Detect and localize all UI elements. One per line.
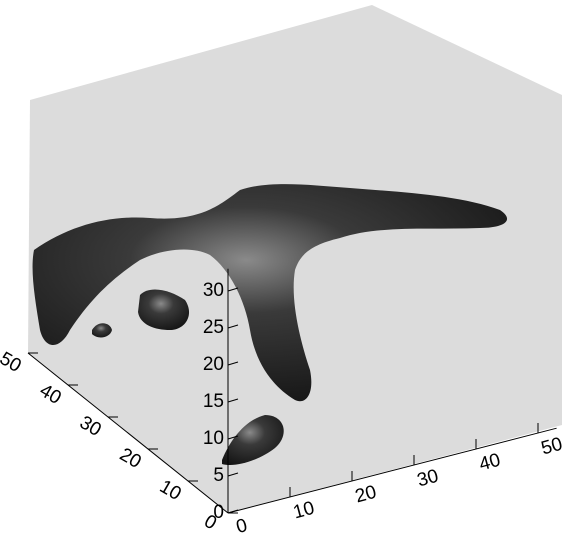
z-tick	[227, 287, 239, 292]
y-axis-line	[27, 352, 229, 514]
surface-blob	[32, 184, 508, 402]
z-tick	[227, 509, 239, 514]
z-tick-label: 15	[203, 391, 224, 412]
z-tick-label: 30	[203, 280, 224, 301]
z-tick	[227, 398, 239, 403]
z-tick	[227, 324, 239, 329]
z-tick	[227, 435, 239, 440]
z-tick-label: 20	[203, 354, 224, 375]
x-tick-label: 30	[415, 466, 441, 492]
z-tick-label: 10	[203, 428, 224, 449]
x-tick-label: 40	[477, 450, 503, 476]
z-tick-label: 5	[213, 465, 224, 486]
surface-blob	[92, 323, 112, 338]
z-tick-label: 0	[213, 502, 224, 523]
x-tick-label: 0	[234, 515, 250, 534]
x-tick-label: 20	[353, 482, 379, 508]
y-tick-label: 50	[0, 348, 25, 377]
z-tick	[227, 361, 239, 366]
y-tick-label: 10	[156, 476, 185, 505]
y-tick-label: 40	[36, 380, 65, 409]
y-tick-label: 30	[76, 412, 105, 441]
x-tick-label: 10	[291, 498, 317, 524]
x-axis-line	[227, 427, 557, 514]
y-tick-label: 20	[116, 444, 145, 473]
x-tick-label: 50	[539, 434, 562, 460]
isosurface	[32, 184, 508, 466]
surface-blob	[138, 289, 190, 330]
z-tick-label: 25	[203, 317, 224, 338]
surface-blob	[222, 415, 284, 466]
z-tick	[227, 472, 239, 477]
